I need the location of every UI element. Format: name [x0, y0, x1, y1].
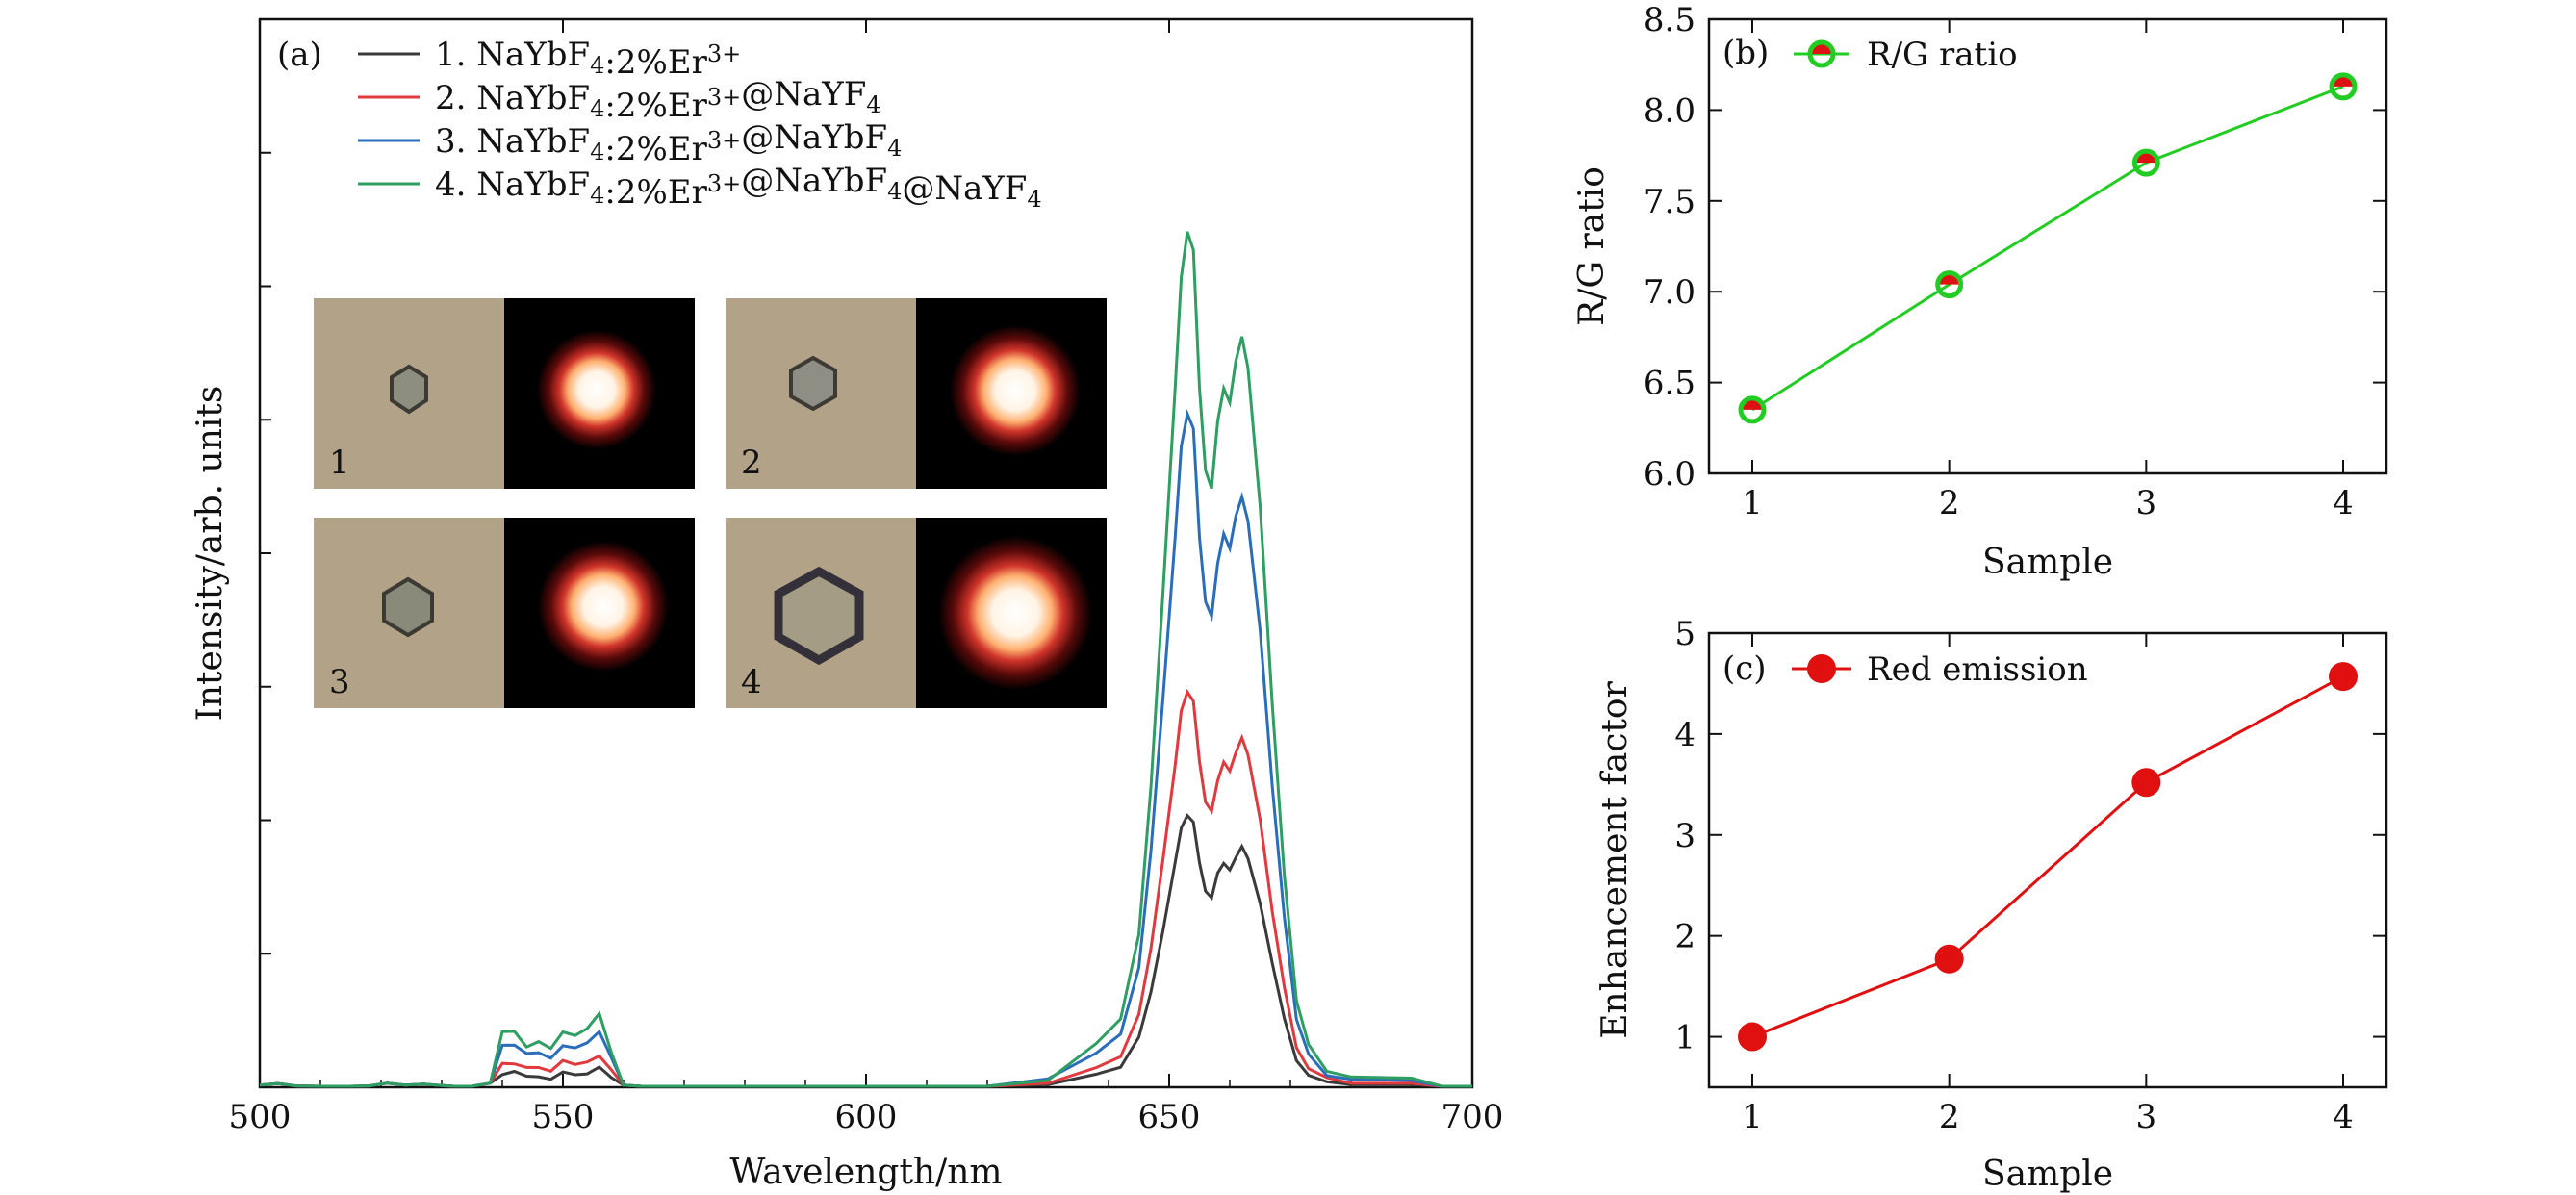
data-point [2329, 72, 2358, 101]
x-tick-label: 4 [2333, 1098, 2354, 1136]
spectrum-lines [259, 231, 1472, 1088]
hexagon-particle [774, 566, 864, 666]
x-axis-a: 500 550 600 650 700 [229, 19, 1504, 1136]
legend-c: Red emission [1792, 650, 2088, 689]
inset-image-4: 4 [726, 518, 1107, 708]
x-axis-label-c: Sample [1982, 1155, 2113, 1194]
legend-a: 1. NaYbF4:2%Er3+2. NaYbF4:2%Er3+@NaYF43.… [358, 36, 1042, 213]
x-tick-label: 600 [835, 1098, 898, 1136]
legend-label: 2. NaYbF4:2%Er3+@NaYF4 [435, 75, 881, 125]
series-line [1751, 674, 2344, 1038]
legend-b: R/G ratio [1794, 36, 2018, 74]
emission-spot [938, 536, 1092, 690]
panel-label-c: (c) [1722, 649, 1767, 688]
series-rg-ratio [1738, 72, 2358, 424]
panel-label-a: (a) [277, 36, 322, 74]
legend-label: 4. NaYbF4:2%Er3+@NaYbF4@NaYF4 [435, 162, 1042, 213]
y-axis-label-a: Intensity/arb. units [191, 386, 230, 722]
inset-image-2: 2 [726, 298, 1107, 489]
panel-b-rg-ratio: (b) 1 2 3 4 6.0 6.5 7.0 7.5 8.0 8.5 R/G ratio Sam… [1572, 1, 2388, 582]
data-point [2131, 148, 2160, 177]
y-axis-a [260, 151, 271, 955]
y-tick-label: 1 [1674, 1019, 1696, 1057]
hexagon-particle [382, 576, 434, 638]
hexagon-particle [789, 355, 837, 412]
legend-marker [1807, 39, 1836, 68]
legend-label: 1. NaYbF4:2%Er3+ [435, 36, 741, 82]
y-axis-label-b: R/G ratio [1572, 166, 1612, 326]
x-tick-label: 2 [1939, 484, 1960, 522]
y-tick-label: 6.5 [1644, 365, 1696, 403]
x-tick-label: 550 [532, 1098, 595, 1136]
inset-number: 2 [741, 444, 762, 482]
panel-a-spectrum: (a) 500 550 600 650 700 1. NaYbF4:2%Er3+2. N… [191, 17, 1504, 1192]
hexagon-particle [390, 364, 428, 415]
legend-label-b: R/G ratio [1867, 36, 2018, 74]
data-point [2329, 662, 2358, 692]
spectrum-line [259, 231, 1472, 1088]
axes-b: 1 2 3 4 6.0 6.5 7.0 7.5 8.0 8.5 [1644, 1, 2386, 522]
series-red-emission [1738, 662, 2358, 1052]
plot-frame-b [1707, 17, 2388, 475]
panel-label-b: (b) [1722, 34, 1769, 72]
series-line [1751, 85, 2344, 412]
emission-spot [537, 330, 656, 449]
inset-image-3: 3 [314, 518, 695, 708]
y-tick-label: 2 [1674, 918, 1696, 956]
y-tick-label: 8.0 [1644, 91, 1696, 130]
inset-image-1: 1 [314, 298, 695, 489]
data-point [1738, 1022, 1767, 1052]
inset-number: 4 [741, 663, 762, 701]
emission-spot [538, 541, 669, 672]
x-axis-label-b: Sample [1982, 543, 2113, 582]
data-point [1738, 395, 1767, 424]
data-point [2131, 768, 2161, 798]
y-tick-label: 6.0 [1644, 455, 1696, 494]
inset-number: 3 [329, 663, 350, 701]
data-point [1934, 944, 1964, 974]
x-tick-label: 500 [229, 1098, 292, 1136]
axes-c: 1 2 3 4 1 2 3 4 5 [1674, 615, 2386, 1136]
y-tick-label: 5 [1674, 615, 1696, 653]
x-tick-label: 1 [1742, 1098, 1763, 1136]
emission-spot [950, 325, 1081, 456]
x-axis-label-a: Wavelength/nm [729, 1153, 1002, 1192]
spectrum-line [259, 688, 1472, 1088]
x-tick-label: 3 [2136, 484, 2157, 522]
spectrum-line [259, 408, 1472, 1088]
data-point [1935, 270, 1964, 299]
x-tick-label: 1 [1742, 484, 1763, 522]
x-tick-label: 650 [1138, 1098, 1201, 1136]
plot-frame-c [1707, 631, 2388, 1089]
y-tick-label: 7.5 [1644, 183, 1696, 221]
legend-label: 3. NaYbF4:2%Er3+@NaYbF4 [435, 118, 902, 168]
x-tick-label: 700 [1441, 1098, 1504, 1136]
x-tick-label: 3 [2136, 1098, 2157, 1136]
y-tick-label: 4 [1674, 716, 1696, 754]
legend-marker [1807, 654, 1836, 683]
y-axis-label-c: Enhancement factor [1595, 680, 1635, 1038]
y-tick-label: 3 [1674, 817, 1696, 855]
x-tick-label: 2 [1939, 1098, 1960, 1136]
inset-number: 1 [329, 444, 350, 482]
y-tick-label: 7.0 [1644, 273, 1696, 312]
y-tick-label: 8.5 [1644, 1, 1696, 39]
legend-label-c: Red emission [1867, 650, 2088, 689]
x-tick-label: 4 [2333, 484, 2354, 522]
panel-c-enhancement: (c) 1 2 3 4 1 2 3 4 5 Red emission Sample Enhanc… [1595, 615, 2388, 1194]
